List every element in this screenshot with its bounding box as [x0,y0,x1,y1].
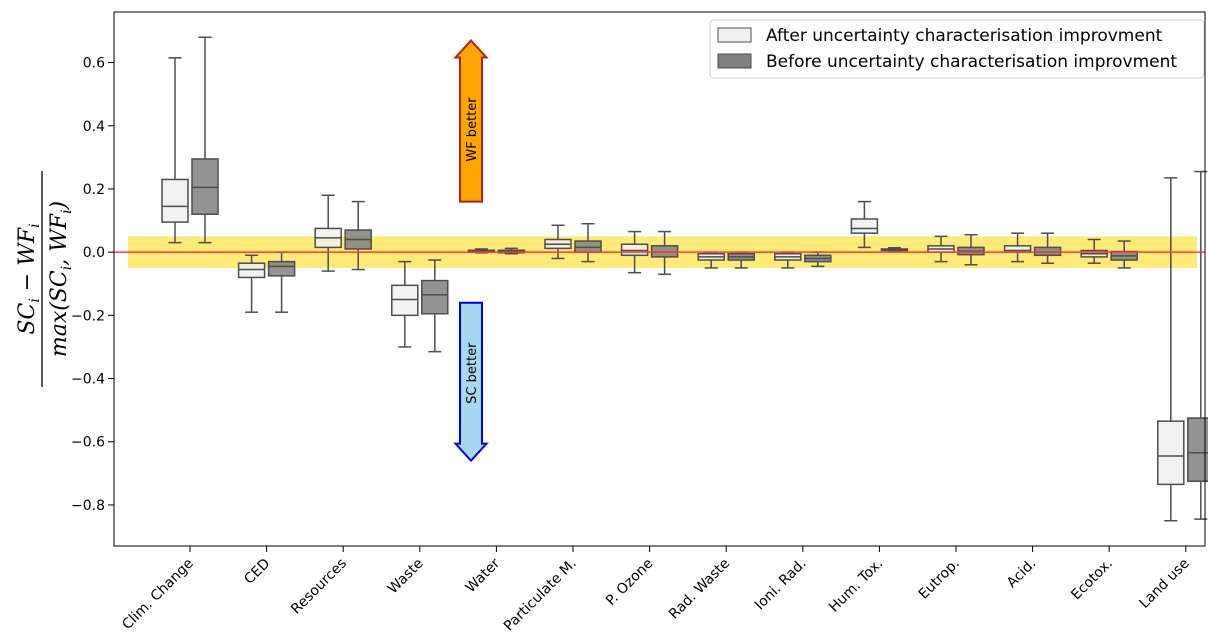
x-tick-label: Land use [1137,556,1193,612]
x-tick-label: Waste [385,556,427,598]
box-after-6 [620,230,649,274]
x-tick-label: Ecotox. [1068,556,1116,604]
sc-better-arrow-shape [453,301,489,463]
box-after-13 [1157,177,1185,522]
box-after-11 [1003,232,1032,263]
legend-frame [709,19,1205,79]
legend-label: After uncertainty characterisation impro… [766,26,1163,46]
y-tick-label: −0.2 [71,308,105,324]
x-tick-label: Particulate M. [501,556,580,635]
box-before-0 [191,36,219,244]
box-before-10 [957,234,985,266]
sc-better-arrow: SC better [453,301,489,463]
box-iqr [850,218,879,234]
x-tick-label: Clim. Change [119,556,197,634]
legend-label: Before uncertainty characterisation impr… [766,52,1177,72]
y-ticks-layer: 0.6 0.4 0.2 0.0 −0.2 −0.4 −0.6 −0.8 [71,56,114,514]
box-before-2 [344,200,372,271]
box-after-0 [161,57,189,244]
box-iqr [191,158,219,215]
y-tick-label: 0.2 [83,182,105,198]
x-tick-label: Eutrop. [916,556,963,603]
y-tick-label: −0.4 [71,372,105,388]
box-before-1 [267,251,296,313]
legend-swatch [717,53,752,69]
y-tick-label: −0.8 [71,498,105,514]
y-axis-numerator: SCi − WFi [15,223,43,334]
box-after-9 [850,200,879,249]
box-iqr [650,245,679,258]
x-tick-label: Acid. [1004,556,1040,592]
x-ticks-layer: Clim. Change CED Resources Waste WaterPartic… [119,546,1193,635]
box-iqr [161,178,189,223]
box-iqr [1033,246,1062,257]
box-before-9 [880,246,909,252]
legend-swatch [717,27,752,43]
box-iqr [620,243,649,257]
axes-frame [113,11,1206,547]
box-after-10 [927,235,955,263]
box-iqr [1157,420,1185,486]
box-iqr [237,262,266,279]
sc-better-arrow-label: SC better [465,342,480,404]
x-tick-label: Rad. Waste [666,556,733,623]
box-iqr [267,260,296,277]
y-axis-denominator: max(SCi, WFi) [47,201,75,357]
box-after-12 [1080,238,1108,264]
x-tick-label: CED [241,556,273,588]
box-after-2 [314,194,342,272]
wf-better-arrow-shape [453,38,489,203]
wf-better-arrow-label: WF better [465,97,480,162]
box-iqr [421,279,449,315]
y-tick-label: −0.6 [71,435,105,451]
box-before-3 [421,259,449,353]
boxes-layer [161,36,1208,522]
x-tick-label: Resources [288,556,350,618]
box-after-3 [391,260,419,348]
arrows-layer: WF better SC better [453,38,489,463]
x-tick-label: Water [463,555,504,596]
wf-better-arrow: WF better [453,38,489,203]
x-tick-label: Hum. Tox. [826,556,886,616]
y-tick-label: 0.0 [83,245,105,261]
box-iqr [391,284,419,317]
x-tick-label: P. Ozone [603,556,656,609]
box-iqr [574,240,602,253]
y-tick-label: 0.4 [83,119,105,135]
box-after-1 [237,254,266,313]
x-tick-label: Ioni. Rad. [752,556,810,614]
box-before-13 [1187,170,1208,520]
legend: After uncertainty characterisation impro… [709,19,1205,79]
y-tick-label: 0.6 [83,56,105,72]
box-iqr [1187,417,1208,482]
box-after-5 [544,224,572,260]
